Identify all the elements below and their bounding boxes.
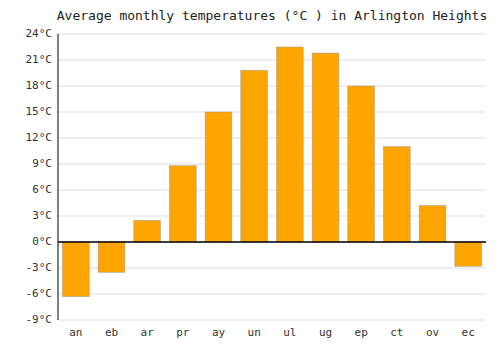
bar: [455, 242, 482, 266]
x-tick-label: ul: [283, 326, 296, 339]
x-tick-label: pr: [176, 326, 190, 339]
bar: [205, 112, 232, 242]
x-tick-label: ay: [212, 326, 226, 339]
grid: [58, 34, 486, 320]
y-tick-label: 12°C: [26, 131, 53, 144]
y-tick-label: 21°C: [26, 53, 53, 66]
bars: [62, 47, 481, 297]
y-tick-label: 18°C: [26, 79, 53, 92]
y-tick-label: 24°C: [26, 27, 53, 40]
title: Average monthly temperatures (°C ) in Ar…: [57, 8, 487, 23]
bar: [383, 147, 410, 242]
grid-line: [58, 34, 486, 35]
y-tick-label: 6°C: [32, 183, 52, 196]
bar: [312, 53, 339, 242]
y-axis-labels: -9°C -6°C -3°C 0°C 3°C 6°C 9°C 12°C 15°C 18°C 21°C…: [26, 27, 53, 326]
bar: [276, 47, 303, 242]
bar: [62, 242, 89, 297]
bar: [241, 70, 268, 242]
grid-line: [58, 86, 486, 87]
grid-line: [58, 242, 486, 243]
y-tick-label: 15°C: [26, 105, 53, 118]
chart: Average monthly temperatures (°C ) in Ar…: [0, 0, 500, 350]
bar: [98, 242, 125, 272]
grid-line: [58, 138, 486, 139]
y-tick-label: -9°C: [26, 313, 53, 326]
x-tick-label: un: [248, 326, 261, 339]
y-axis-line: [58, 34, 59, 320]
grid-line: [58, 320, 486, 321]
x-axis-labels: an eb ar pr ay un ul ug ep ct ov ec: [69, 326, 475, 339]
grid-line: [58, 112, 486, 113]
y-tick-label: -6°C: [26, 287, 53, 300]
bar: [419, 206, 446, 242]
grid-line: [58, 294, 486, 295]
bar: [348, 86, 375, 242]
grid-line: [58, 164, 486, 165]
x-tick-label: eb: [105, 326, 118, 339]
grid-line: [58, 190, 486, 191]
x-tick-label: ov: [426, 326, 440, 339]
x-tick-label: ec: [462, 326, 475, 339]
x-tick-label: ct: [390, 326, 403, 339]
x-tick-label: ug: [319, 326, 332, 339]
zero-line: [58, 241, 486, 243]
y-tick-label: -3°C: [26, 261, 53, 274]
grid-line: [58, 60, 486, 61]
x-tick-label: ar: [141, 326, 155, 339]
bar: [169, 166, 196, 242]
x-tick-label: an: [69, 326, 82, 339]
y-tick-label: 0°C: [32, 235, 52, 248]
x-tick-label: ep: [355, 326, 368, 339]
y-tick-label: 9°C: [32, 157, 52, 170]
y-tick-label: 3°C: [32, 209, 52, 222]
bar: [134, 220, 161, 242]
